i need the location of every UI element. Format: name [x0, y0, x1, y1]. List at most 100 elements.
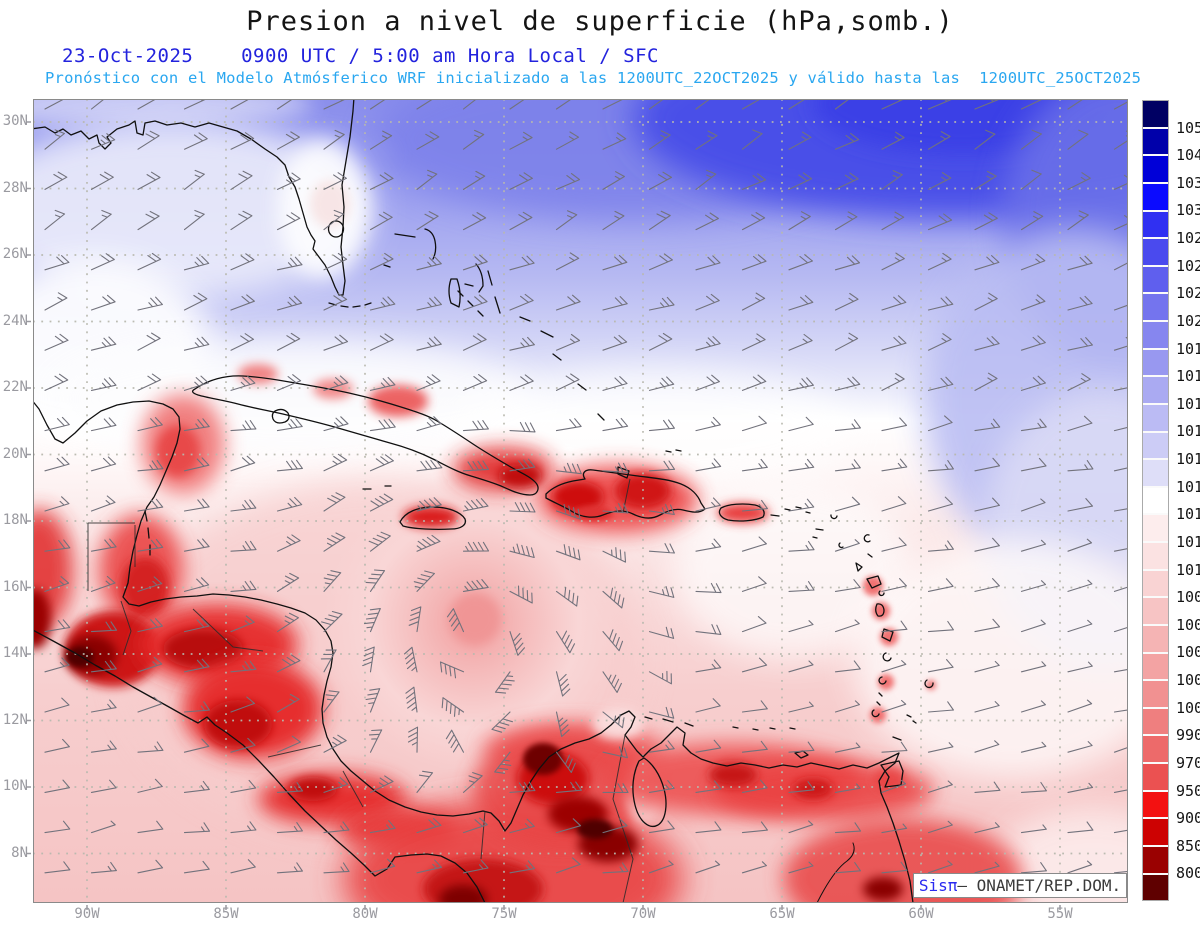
colorbar-segment [1143, 485, 1168, 514]
colorbar-level-label: 1030 [1176, 201, 1200, 220]
colorbar-segment [1143, 347, 1168, 376]
colorbar-level-label: 1000 [1176, 698, 1200, 717]
colorbar-segment [1143, 209, 1168, 238]
lon-label: 80W [352, 906, 378, 922]
lat-label: 10N [2, 778, 28, 794]
puerto-rico [718, 503, 811, 522]
lat-label: 24N [2, 312, 28, 329]
lat-label: 12N [2, 711, 28, 728]
axis-ticks [26, 121, 1061, 910]
colorbar-segment [1143, 402, 1168, 431]
colorbar-level-label: 1002 [1176, 671, 1200, 690]
lat-label: 22N [2, 379, 28, 395]
lat-label: 26N [2, 246, 28, 262]
cayman-islands [362, 485, 392, 490]
forecast-info-line: Pronóstico con el Modelo Atmósferico WRF… [45, 69, 1142, 87]
colorbar-segment [1143, 154, 1168, 182]
lake-okeechobee [327, 220, 345, 238]
colorbar-level-label: 1019 [1176, 339, 1200, 358]
colorbar-level-label: 1050 [1176, 118, 1200, 137]
lon-label: 55W [1047, 906, 1073, 922]
colorbar-segment [1143, 292, 1168, 320]
florida-keys [328, 302, 372, 308]
colorbar-segment [1143, 513, 1168, 541]
colorbar-level-label: 1040 [1176, 146, 1200, 165]
colorbar-segment [1143, 541, 1168, 569]
lake-maracaibo [632, 757, 667, 827]
colorbar-level-label: 1018 [1176, 367, 1200, 386]
pressure-map-canvas [26, 99, 1128, 910]
colorbar-segment [1143, 101, 1168, 127]
colorbar-segment [1143, 126, 1168, 155]
lat-label: 16N [2, 578, 28, 595]
colorbar-level-label: 1016 [1176, 422, 1200, 441]
lat-label: 20N [2, 445, 28, 462]
colorbar-level-label: 1035 [1176, 173, 1200, 192]
colorbar-level-label: 970 [1176, 753, 1200, 772]
colorbar-segment [1143, 596, 1168, 624]
bahamas [383, 228, 682, 479]
cuba [191, 375, 539, 496]
abc-islands [644, 716, 796, 731]
colorbar-segment [1143, 817, 1168, 845]
orinoco-river [816, 842, 855, 903]
gulf-coast-florida [33, 99, 355, 296]
lat-label: 28N [2, 179, 28, 196]
colorbar-segment [1143, 872, 1168, 901]
colorbar-segment [1143, 430, 1168, 459]
lon-label: 60W [908, 906, 934, 922]
colorbar-level-label: 950 [1176, 781, 1200, 800]
colorbar-segment [1143, 264, 1168, 293]
attribution-agency: – ONAMET/REP.DOM. [957, 876, 1122, 895]
lat-label: 30N [2, 113, 28, 129]
colorbar-level-label: 990 [1176, 726, 1200, 745]
country-borders [87, 478, 634, 903]
colorbar-segment [1143, 651, 1168, 680]
lat-label: 14N [2, 645, 28, 661]
colorbar-level-label: 900 [1176, 809, 1200, 828]
page-title: Presion a nivel de superficie (hPa,somb.… [246, 6, 954, 37]
colorbar-segment [1143, 458, 1168, 486]
colorbar-segment [1143, 375, 1168, 403]
attribution-pi-logo: π [947, 876, 958, 895]
colorbar-segment [1143, 181, 1168, 210]
lon-label: 85W [213, 906, 239, 922]
hispaniola [545, 469, 706, 519]
colorbar-level-label: 800 [1176, 864, 1200, 883]
colorbar-level-label: 1017 [1176, 394, 1200, 413]
lon-label: 70W [630, 906, 656, 922]
belize-reef [144, 510, 151, 556]
colorbar-level-label: 1006 [1176, 615, 1200, 634]
colorbar-level-label: 1015 [1176, 450, 1200, 469]
colorbar-segment [1143, 706, 1168, 735]
colorbar-level-label: 1008 [1176, 588, 1200, 607]
lon-label: 65W [769, 906, 795, 922]
colorbar-level-label: 1013 [1176, 505, 1200, 524]
lesser-antilles [812, 514, 934, 741]
colorbar-level-label: 1014 [1176, 477, 1200, 496]
colorbar-segment [1143, 844, 1168, 873]
lat-label: 18N [2, 512, 28, 528]
colorbar-segment [1143, 789, 1168, 818]
jamaica [399, 506, 467, 531]
colorbar-segment [1143, 320, 1168, 348]
colorbar-segment [1143, 679, 1168, 707]
wind-barbs [44, 99, 1128, 874]
colorbar-level-label: 1020 [1176, 311, 1200, 330]
isla-juventud [271, 408, 290, 424]
map-frame [33, 99, 1128, 903]
colorbar-segment [1143, 568, 1168, 597]
lat-label: 8N [11, 844, 28, 861]
lon-label: 75W [491, 906, 517, 922]
colorbar-segment [1143, 623, 1168, 652]
attribution-system-name: Sis [918, 876, 948, 895]
colorbar-level-label: 1010 [1176, 560, 1200, 579]
colorbar-level-label: 1004 [1176, 643, 1200, 662]
colorbar-segment [1143, 762, 1168, 790]
pressure-shading [33, 99, 1128, 903]
colorbar-level-label: 1012 [1176, 532, 1200, 551]
pressure-colorbar [1142, 100, 1169, 901]
colorbar-level-label: 1022 [1176, 284, 1200, 303]
lon-label: 90W [74, 906, 100, 922]
